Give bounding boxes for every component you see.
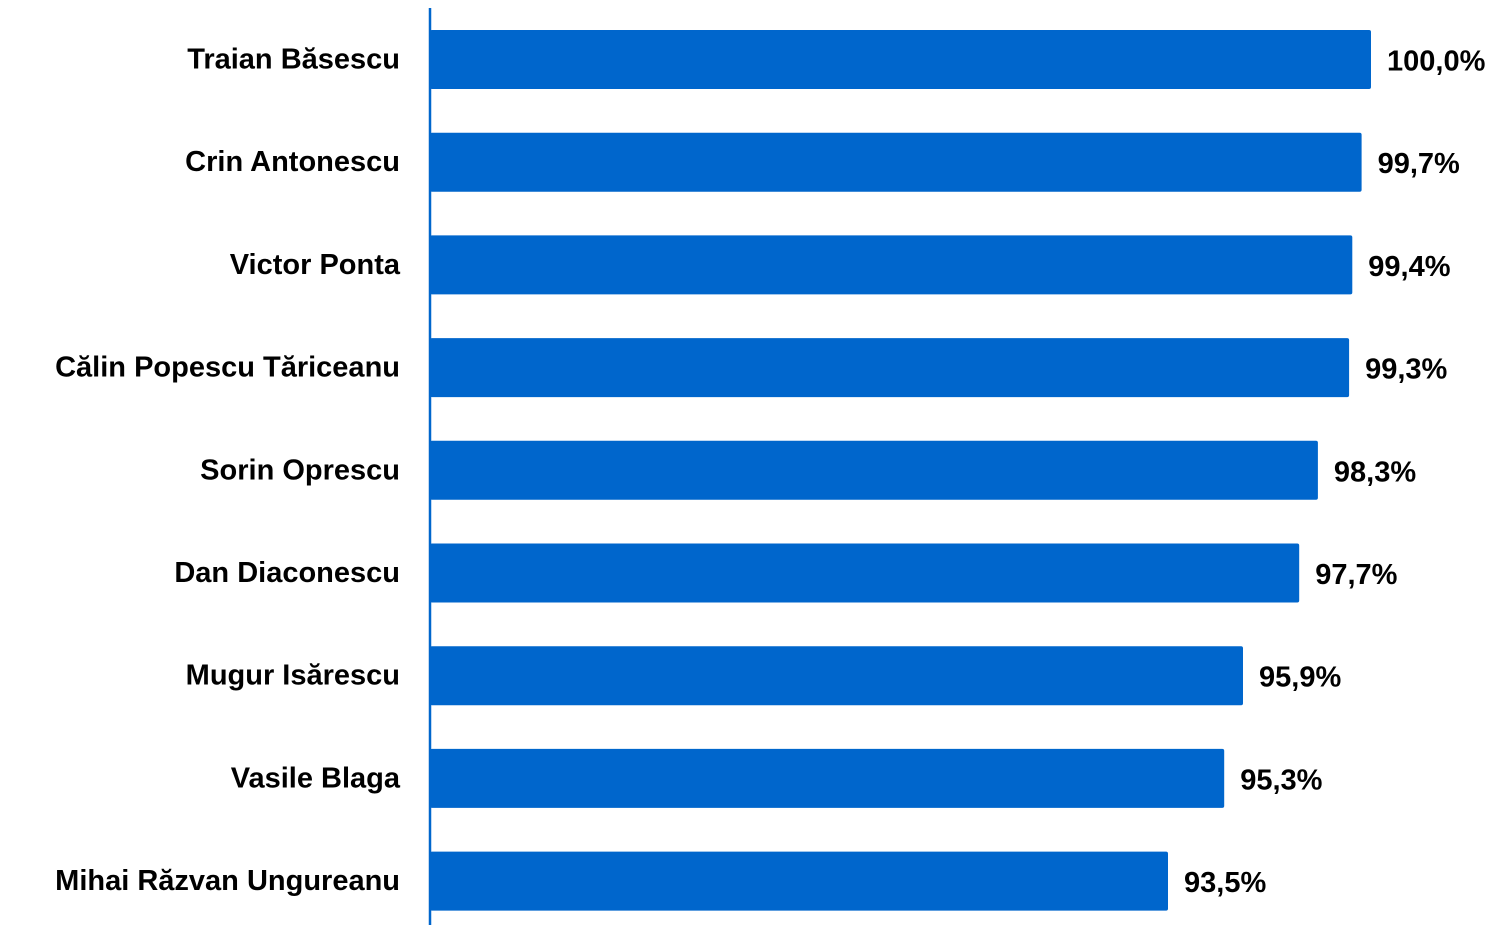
value-label: 93,5%: [1184, 867, 1266, 899]
value-label: 99,4%: [1368, 251, 1450, 283]
value-label: 99,7%: [1378, 148, 1460, 180]
category-label: Mugur Isărescu: [186, 660, 400, 692]
value-label: 95,9%: [1259, 662, 1341, 694]
category-label: Traian Băsescu: [187, 44, 400, 76]
bar: [430, 235, 1353, 295]
category-label: Dan Diaconescu: [174, 557, 400, 589]
category-label: Mihai Răzvan Ungureanu: [55, 865, 400, 897]
bar: [430, 338, 1350, 398]
value-label: 100,0%: [1387, 46, 1486, 78]
category-labels-group: Traian Băsescu Crin Antonescu Victor Ponta…: [55, 44, 401, 898]
bar: [430, 30, 1371, 89]
category-label: Victor Ponta: [230, 249, 401, 281]
value-labels-group: 100,0% 99,7% 99,4% 99,3% 98,3% 97,7% 95,9% 95,3…: [1184, 46, 1486, 900]
bar: [430, 851, 1168, 911]
category-label: Călin Popescu Tăriceanu: [55, 352, 400, 384]
category-label: Crin Antonescu: [185, 146, 400, 178]
value-label: 97,7%: [1315, 559, 1397, 591]
bar: [430, 748, 1225, 808]
value-label: 99,3%: [1365, 354, 1447, 386]
bar: [430, 646, 1243, 706]
value-label: 98,3%: [1334, 456, 1416, 488]
bar: [430, 543, 1300, 603]
bars-group: [430, 30, 1371, 911]
bar: [430, 440, 1318, 500]
value-label: 95,3%: [1240, 764, 1322, 796]
category-label: Vasile Blaga: [231, 762, 401, 794]
category-label: Sorin Oprescu: [200, 454, 400, 486]
bar: [430, 132, 1362, 192]
